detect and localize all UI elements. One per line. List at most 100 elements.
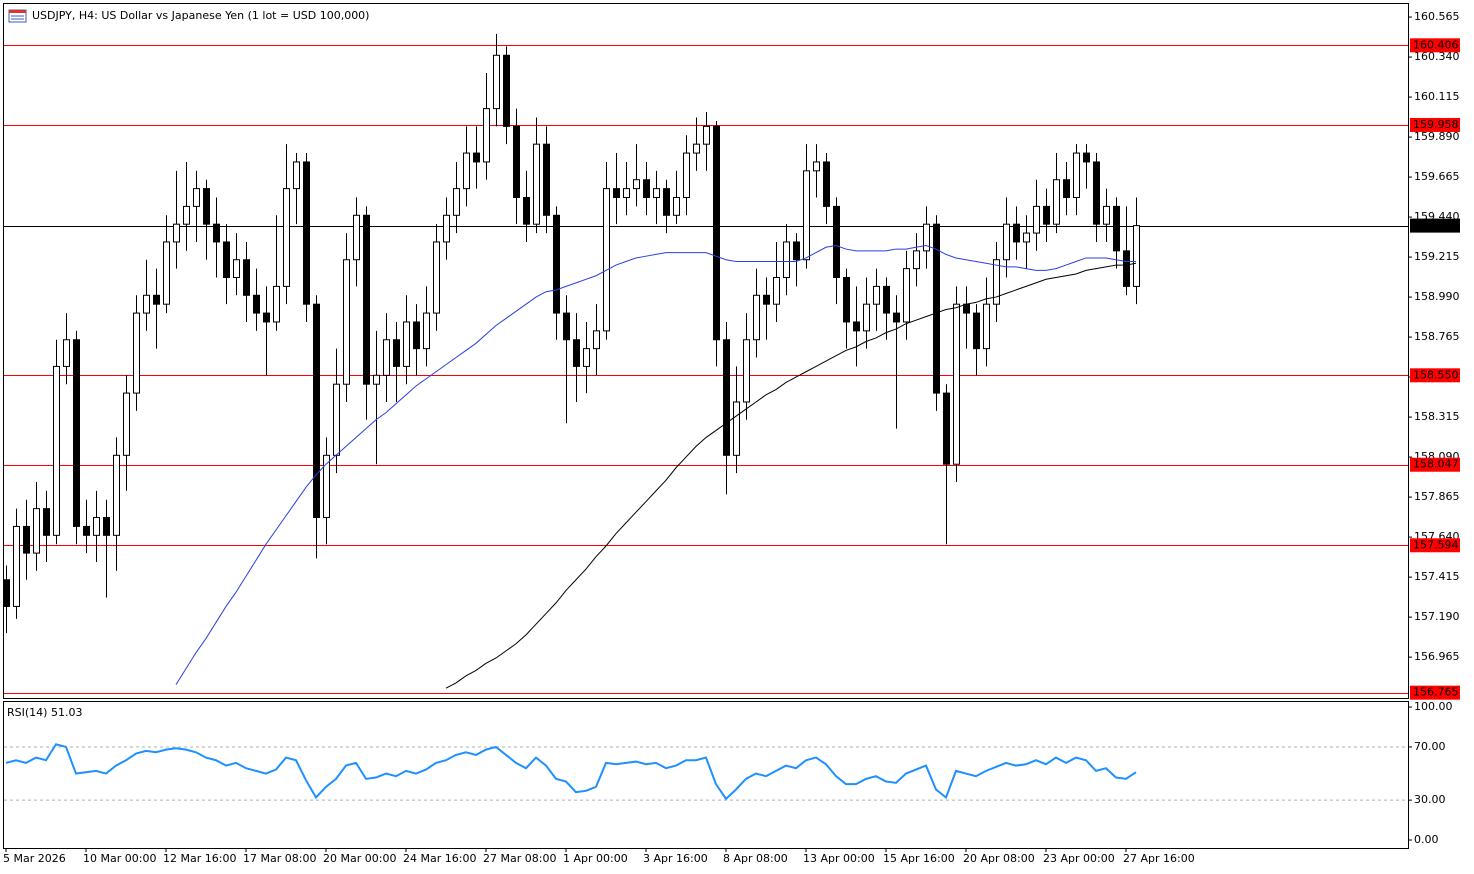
candle-body xyxy=(563,312,570,341)
candle-body xyxy=(783,241,790,279)
candle-body xyxy=(73,339,80,527)
candle-body xyxy=(873,285,880,305)
candle-body xyxy=(713,125,720,341)
candle-body xyxy=(433,241,440,314)
candle-body xyxy=(93,517,100,536)
x-tick-label: 20 Mar 00:00 xyxy=(323,852,396,865)
level-label-box xyxy=(1410,117,1460,132)
candle-body xyxy=(143,294,150,314)
candle-body xyxy=(673,197,680,216)
candle-body xyxy=(743,339,750,403)
candle-body xyxy=(663,188,670,216)
candle-body xyxy=(763,294,770,305)
candle-body xyxy=(443,214,450,243)
x-tick-label: 12 Mar 16:00 xyxy=(163,852,236,865)
candle-body xyxy=(1103,205,1110,225)
y-tick-label: 158.315 xyxy=(1414,410,1460,423)
candle-body xyxy=(393,339,400,367)
candle-body xyxy=(703,125,710,145)
candle-body xyxy=(983,303,990,350)
candle-body xyxy=(223,241,230,279)
plot-area xyxy=(3,33,1140,689)
candle-body xyxy=(383,339,390,376)
candle-body xyxy=(1133,225,1140,287)
candle-body xyxy=(723,339,730,456)
candle-body xyxy=(1063,179,1070,199)
candle-body xyxy=(53,365,60,536)
candle-body xyxy=(1073,152,1080,199)
x-tick-label: 27 Mar 08:00 xyxy=(483,852,556,865)
candle-body xyxy=(733,401,740,456)
candle-body xyxy=(363,214,370,385)
candle-body xyxy=(633,179,640,190)
candle-body xyxy=(43,508,50,536)
x-tick-label: 27 Apr 16:00 xyxy=(1123,852,1195,865)
chart-title: USDJPY, H4: US Dollar vs Japanese Yen (1… xyxy=(32,9,369,22)
level-label: 156.765 xyxy=(1413,686,1459,699)
candle-body xyxy=(1033,205,1040,234)
candle-body xyxy=(823,161,830,207)
rsi-tick-label: 0.00 xyxy=(1414,833,1439,846)
candle-body xyxy=(23,525,30,554)
candle-body xyxy=(273,285,280,323)
candle-body xyxy=(923,223,930,252)
candle-body xyxy=(3,579,10,607)
candle-body xyxy=(483,108,490,163)
candle-body xyxy=(913,250,920,270)
y-tick-label: 160.115 xyxy=(1414,90,1460,103)
level-label-box xyxy=(1410,685,1460,700)
candle-body xyxy=(833,205,840,279)
candle-body xyxy=(853,321,860,332)
y-tick-label: 156.965 xyxy=(1414,650,1460,663)
candle-body xyxy=(933,223,940,394)
candle-body xyxy=(243,259,250,296)
x-tick-label: 3 Apr 16:00 xyxy=(643,852,708,865)
level-label: 160.406 xyxy=(1413,38,1459,51)
candle-body xyxy=(203,188,210,225)
candle-body xyxy=(263,312,270,323)
candle-body xyxy=(453,188,460,216)
x-tick-label: 17 Mar 08:00 xyxy=(243,852,316,865)
candle-body xyxy=(343,259,350,385)
y-tick-label: 158.765 xyxy=(1414,330,1460,343)
level-label: 159.392 xyxy=(1413,219,1459,232)
y-tick-label: 157.865 xyxy=(1414,490,1460,503)
y-tick-label: 159.665 xyxy=(1414,170,1460,183)
candle-body xyxy=(13,525,20,607)
candle-body xyxy=(653,188,660,199)
candle-body xyxy=(423,312,430,350)
candle-body xyxy=(133,312,140,394)
candle-body xyxy=(553,214,560,314)
candle-body xyxy=(63,339,70,367)
candle-body xyxy=(183,205,190,225)
x-tick-label: 10 Mar 00:00 xyxy=(83,852,156,865)
x-tick-label: 24 Mar 16:00 xyxy=(403,852,476,865)
candle-body xyxy=(283,188,290,287)
candle-body xyxy=(643,179,650,199)
candle-body xyxy=(683,152,690,199)
candle-body xyxy=(943,392,950,465)
candle-body xyxy=(313,303,320,519)
candle-body xyxy=(693,143,700,154)
candle-body xyxy=(543,143,550,216)
candle-body xyxy=(83,525,90,536)
candle-body xyxy=(1023,232,1030,243)
candle-body xyxy=(813,161,820,172)
candle-body xyxy=(323,454,330,519)
y-tick-label: 157.415 xyxy=(1414,570,1460,583)
main-panel xyxy=(3,3,1409,699)
candle-body xyxy=(893,312,900,323)
candle-body xyxy=(1113,205,1120,252)
candle-body xyxy=(33,508,40,554)
level-label-box xyxy=(1410,38,1460,53)
candle-body xyxy=(513,125,520,199)
candle-body xyxy=(303,161,310,305)
rsi-tick-label: 70.00 xyxy=(1414,740,1446,753)
x-tick-label: 8 Apr 08:00 xyxy=(723,852,788,865)
candle-body xyxy=(473,152,480,163)
candle-body xyxy=(883,285,890,314)
candle-body xyxy=(753,294,760,341)
candle-body xyxy=(803,170,810,261)
moving-average xyxy=(445,262,1137,689)
candle-body xyxy=(1013,223,1020,243)
